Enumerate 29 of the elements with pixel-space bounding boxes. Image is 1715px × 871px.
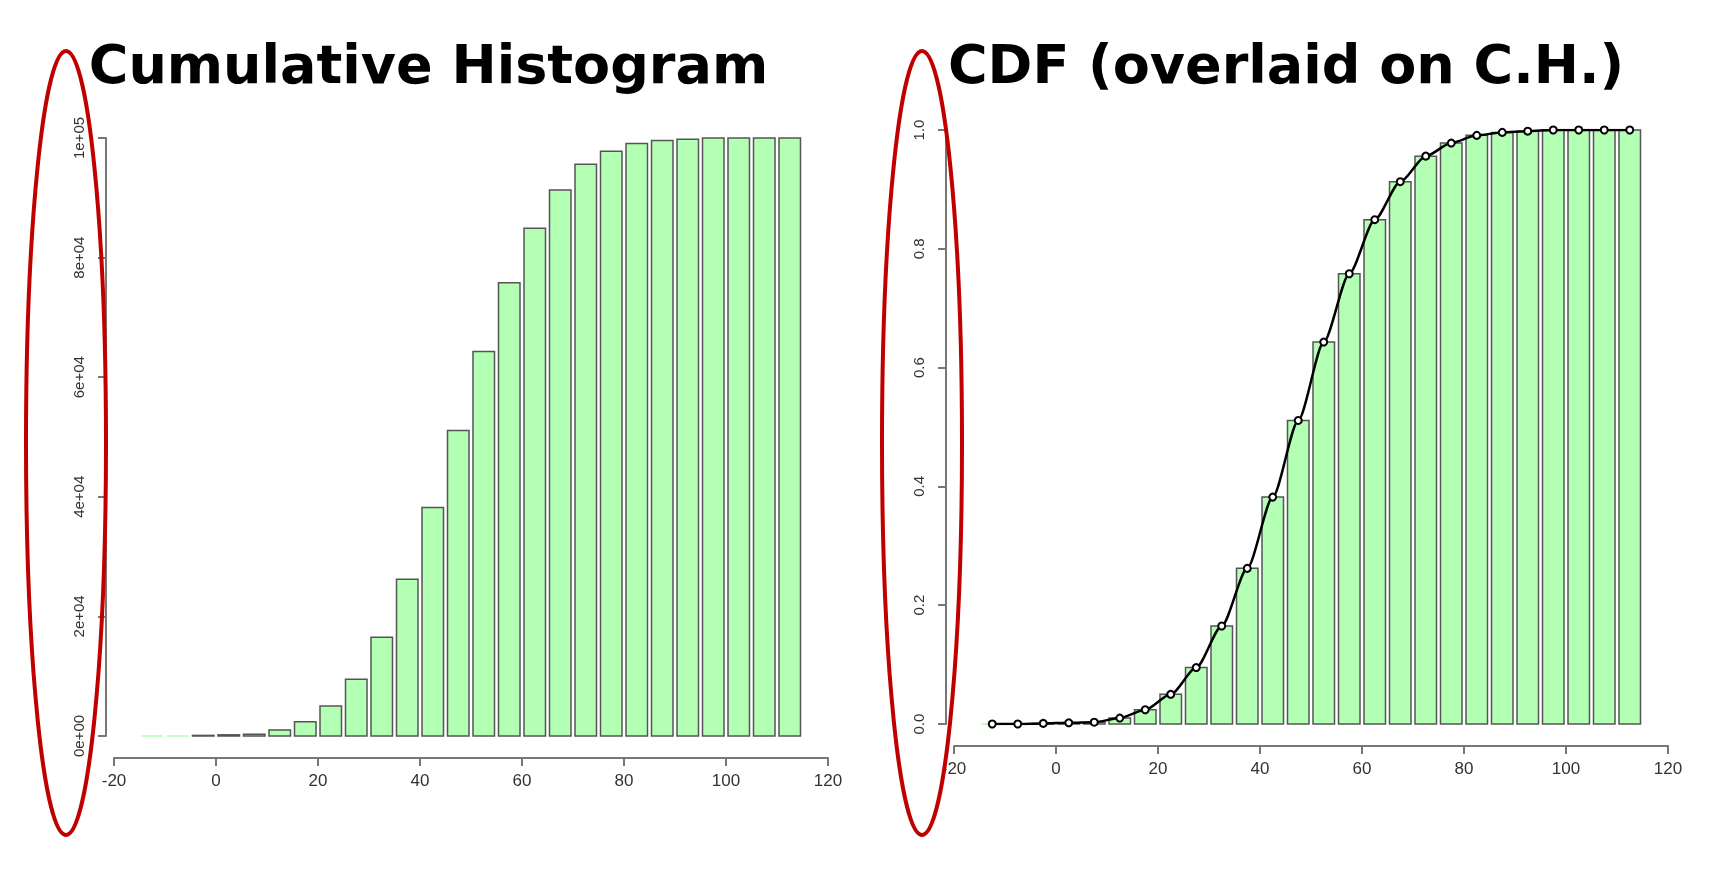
y-tick-label: 6e+04 (70, 356, 87, 399)
y-tick-label: 0.0 (910, 713, 927, 735)
x-tick-label: 0 (1051, 759, 1061, 778)
x-tick-label: 120 (813, 771, 843, 790)
x-tick-label: 40 (410, 771, 430, 790)
x-tick-label: -20 (101, 771, 127, 790)
chart-title: Cumulative Histogram (88, 32, 769, 96)
x-tick-label: 80 (614, 771, 634, 790)
x-tick-label: 20 (308, 771, 328, 790)
y-tick-label: 0e+00 (70, 714, 87, 758)
y-tick-label: 1e+05 (70, 116, 87, 160)
y-tick-label: 0.2 (910, 594, 927, 616)
x-tick-label: 20 (1148, 759, 1168, 778)
y-tick-label: 0.8 (910, 238, 927, 260)
x-tick-label: 100 (711, 771, 741, 790)
x-tick-label: 40 (1250, 759, 1270, 778)
x-tick-label: 80 (1454, 759, 1474, 778)
y-tick-label: 0.4 (910, 475, 927, 497)
x-tick-label: 60 (512, 771, 532, 790)
x-tick-label: 120 (1653, 759, 1683, 778)
y-tick-label: 0.6 (910, 357, 927, 379)
y-tick-label: 2e+04 (70, 595, 87, 638)
x-tick-label: 100 (1551, 759, 1581, 778)
y-tick-label: 8e+04 (70, 236, 87, 279)
y-tick-label: 4e+04 (70, 475, 87, 518)
x-tick-label: 60 (1352, 759, 1372, 778)
chart-title: CDF (overlaid on C.H.) (947, 32, 1625, 96)
x-tick-label: 0 (211, 771, 221, 790)
y-tick-label: 1.0 (910, 119, 927, 141)
